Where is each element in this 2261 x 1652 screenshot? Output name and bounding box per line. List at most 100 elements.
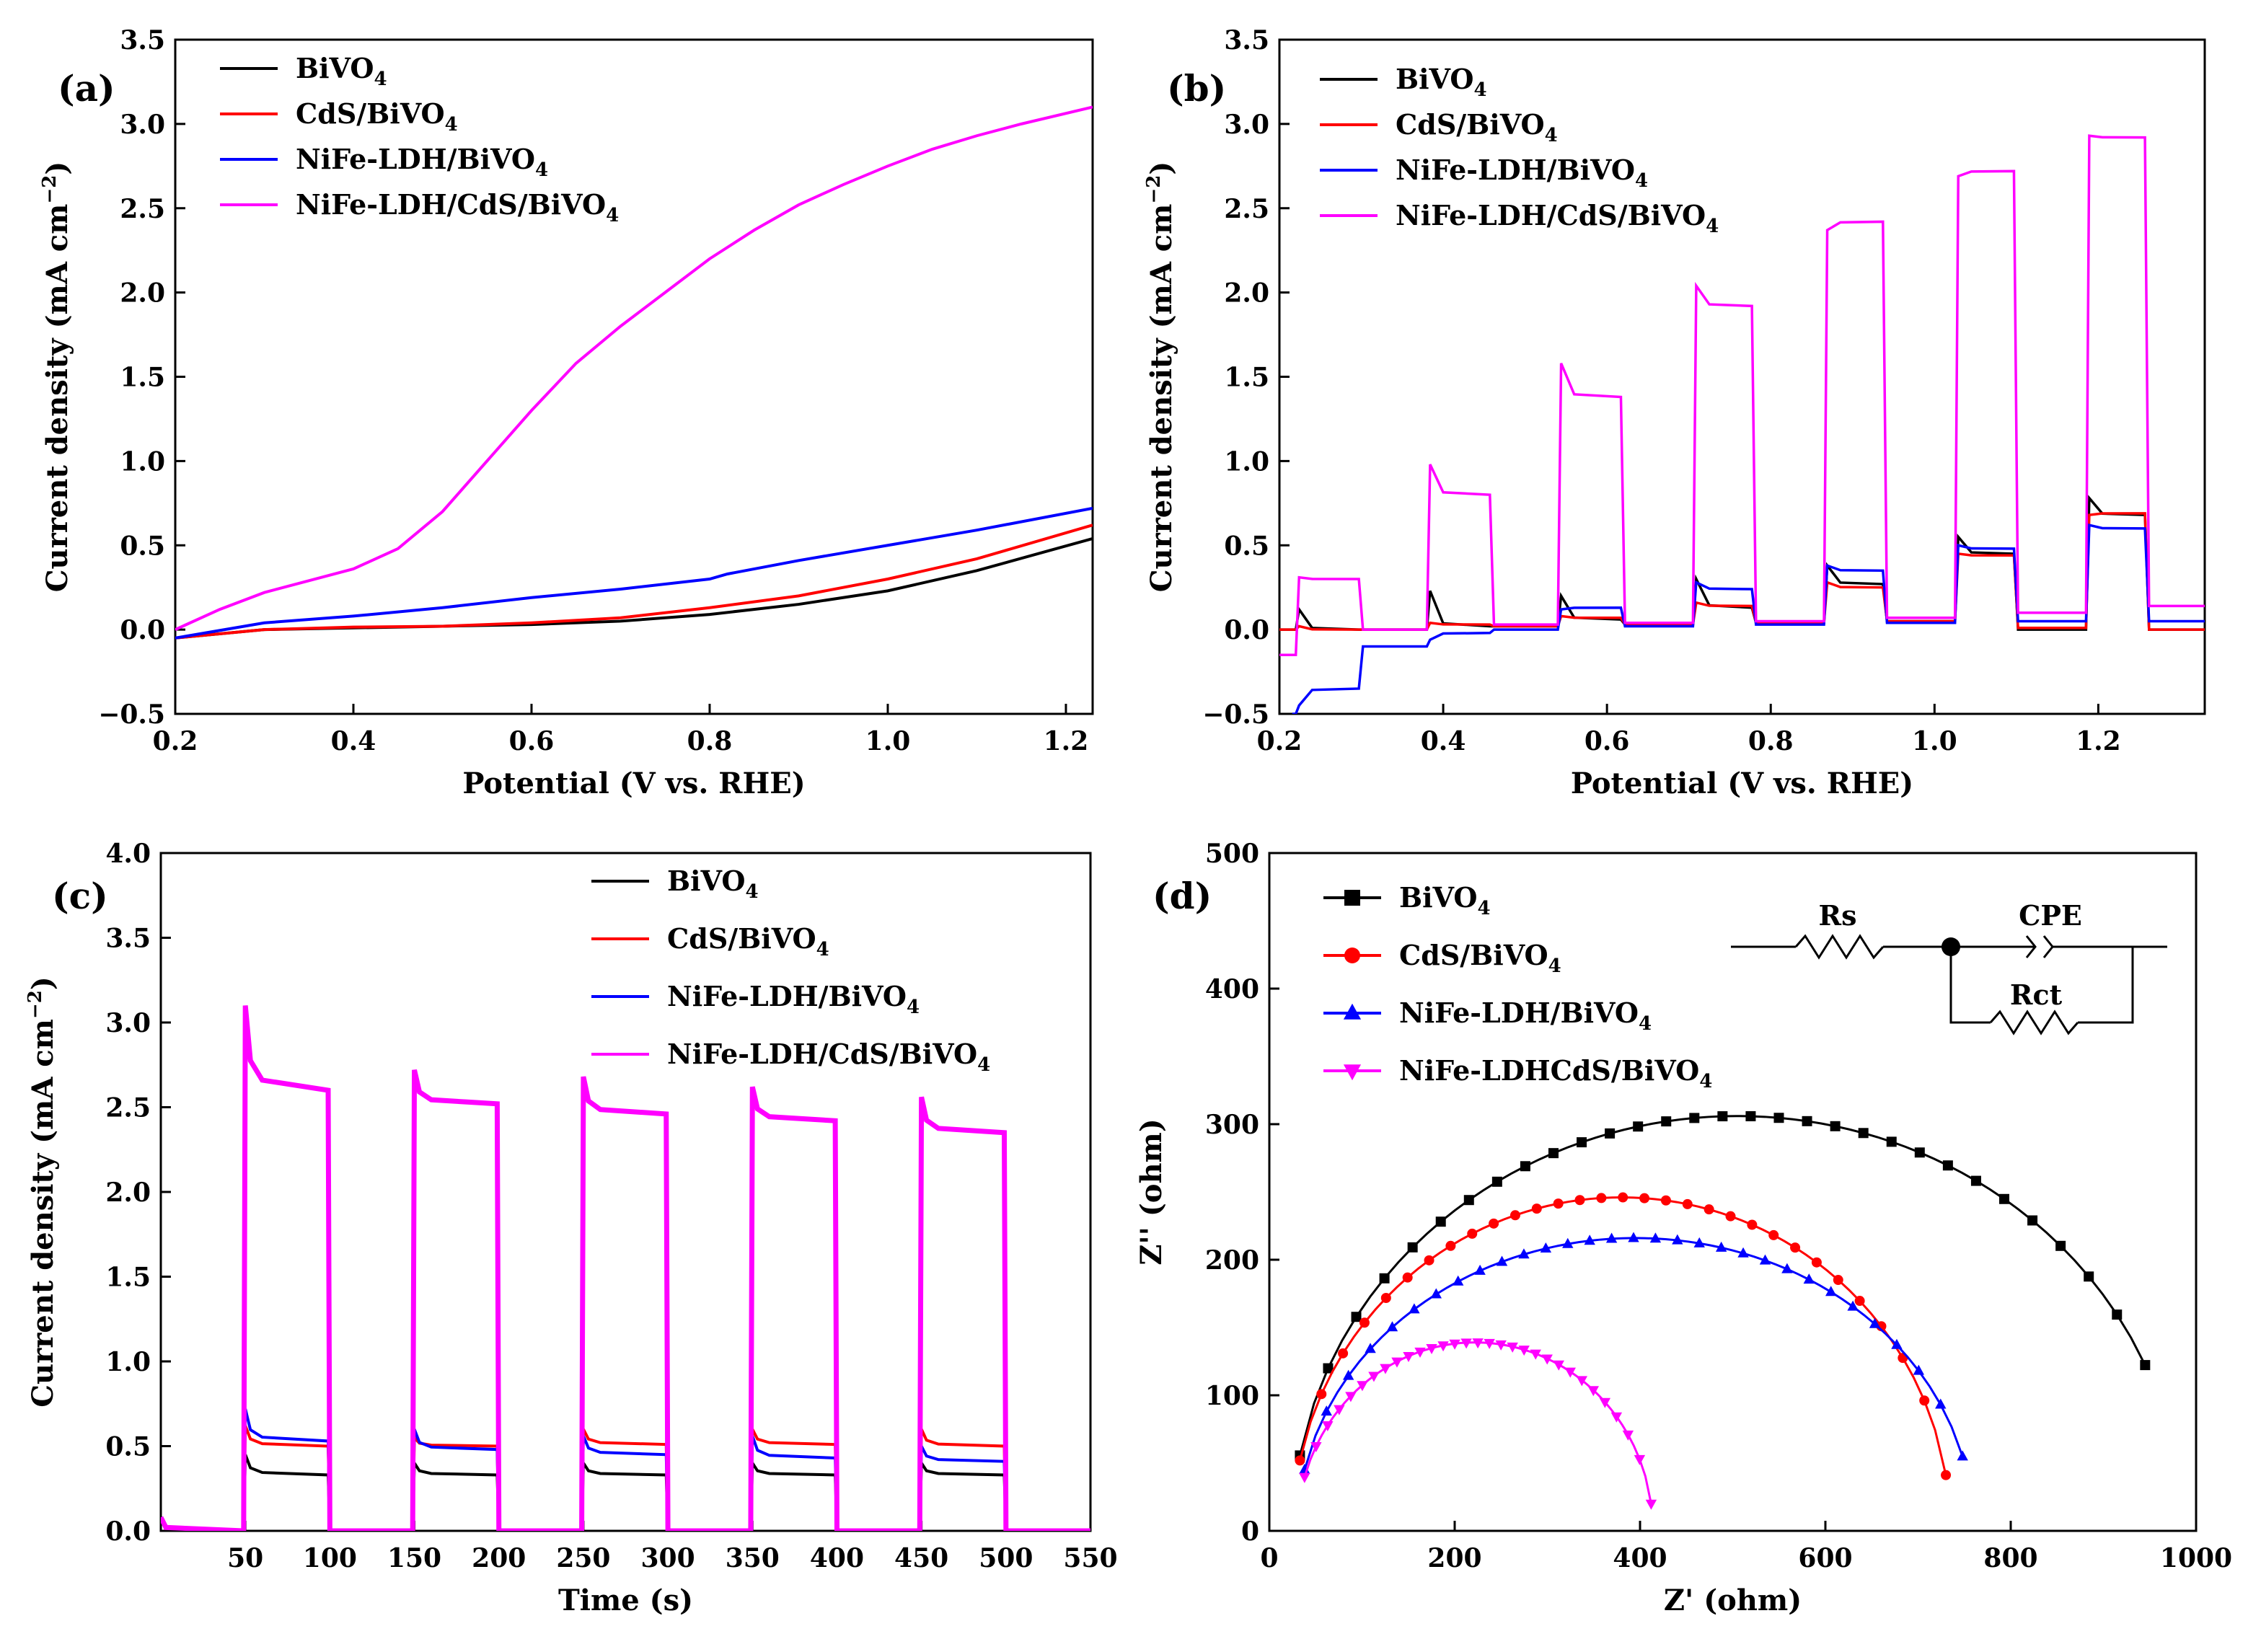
y-tick-label: 3.5 xyxy=(1224,25,1269,56)
panel-d: 0 200 400 600 800 1000 0 100 200 300 400 500 Z' (ohm… xyxy=(1134,839,2232,1617)
x-tick-label: 1000 xyxy=(2160,1543,2232,1573)
data-point xyxy=(1596,1193,1607,1203)
legend-label: BiVO4 xyxy=(1396,63,1487,101)
data-point xyxy=(1407,1242,1418,1253)
panel-b: 0.2 0.4 0.6 0.8 1.0 1.2 −0.5 0.0 0.5 1.0 1.5 2.0 2.5… xyxy=(1143,25,2206,800)
x-tick-label: 0.8 xyxy=(687,726,733,756)
rct-resistor xyxy=(1989,1010,2079,1035)
y-tick-label: 2.5 xyxy=(1224,194,1269,224)
data-point xyxy=(1599,1397,1611,1408)
data-point xyxy=(1365,1343,1376,1353)
data-point xyxy=(1661,1116,1672,1127)
y-tick-label: 3.0 xyxy=(120,110,165,140)
data-point xyxy=(1321,1405,1332,1416)
panel-c: 50 100 150 200 250 300 350 400 450 500 550 0.0 0.5 1.… xyxy=(25,839,1118,1617)
x-tick-label: 600 xyxy=(1798,1543,1852,1573)
data-point xyxy=(1368,1371,1380,1382)
data-point xyxy=(1781,1263,1793,1273)
data-point xyxy=(1343,1003,1362,1020)
y-tick-label: 1.0 xyxy=(1224,446,1269,477)
y-tick-label: 0 xyxy=(1241,1516,1259,1547)
y-tick-label: 4.0 xyxy=(105,839,151,869)
data-point xyxy=(1660,1195,1671,1206)
data-point xyxy=(1379,1273,1390,1284)
data-point xyxy=(1474,1264,1486,1275)
y-tick-label: 300 xyxy=(1205,1110,1259,1140)
data-point xyxy=(1316,1389,1327,1400)
data-point xyxy=(1869,1317,1881,1328)
plot-frame xyxy=(1268,852,2198,1532)
y-tick-label: 0.5 xyxy=(1224,531,1269,561)
data-point xyxy=(1759,1254,1771,1265)
data-point xyxy=(1334,1405,1345,1415)
x-tick-label: 200 xyxy=(472,1543,526,1573)
legend-label: BiVO4 xyxy=(296,52,387,90)
data-point xyxy=(1540,1242,1552,1253)
data-point xyxy=(1689,1113,1700,1123)
data-point xyxy=(1310,1442,1322,1453)
data-point xyxy=(1830,1121,1841,1131)
data-point xyxy=(1520,1161,1530,1172)
data-point xyxy=(1380,1292,1391,1303)
data-point xyxy=(1858,1128,1869,1139)
y-tick-label: 1.5 xyxy=(1224,363,1269,393)
y-tick-label: 2.0 xyxy=(120,278,165,309)
x-tick-label: 400 xyxy=(810,1543,864,1573)
plot-area xyxy=(161,1005,1090,1531)
x-tick-label: 500 xyxy=(979,1543,1033,1573)
cpe-element xyxy=(2042,935,2054,958)
legend-label: NiFe-LDH/BiVO4 xyxy=(1396,154,1648,192)
y-axis-label: Current density (mA cm−2) xyxy=(39,162,74,593)
data-point xyxy=(1891,1338,1903,1349)
data-point xyxy=(1803,1273,1815,1284)
y-tick-label: 0.0 xyxy=(105,1516,151,1547)
data-point xyxy=(1386,1321,1398,1332)
data-point xyxy=(1541,1354,1553,1365)
cpe-element xyxy=(2025,935,2037,958)
rct-label: Rct xyxy=(2010,979,2063,1011)
y-tick-label: 1.0 xyxy=(105,1347,151,1377)
x-tick-label: 0.6 xyxy=(509,726,555,756)
plot-area xyxy=(1279,134,2205,714)
x-tick-label: 400 xyxy=(1613,1543,1667,1573)
x-tick-label: 150 xyxy=(387,1543,441,1573)
series-line xyxy=(161,1454,1090,1531)
series-line xyxy=(175,524,1093,640)
circuit-wire xyxy=(2078,947,2134,1024)
series-line xyxy=(1303,1237,1964,1470)
x-tick-label: 100 xyxy=(303,1543,357,1573)
plot-frame xyxy=(174,38,1094,715)
equivalent-circuit: Rs CPE Rct xyxy=(1731,899,2167,1035)
data-point xyxy=(1639,1193,1650,1203)
data-point xyxy=(1345,1392,1357,1403)
data-point xyxy=(1957,1450,1968,1461)
data-point xyxy=(1672,1234,1683,1245)
series-line xyxy=(175,105,1093,631)
panel-label: (b) xyxy=(1167,67,1226,110)
data-point xyxy=(1460,1338,1472,1349)
data-point xyxy=(1437,1341,1449,1352)
data-point xyxy=(1491,1176,1502,1187)
y-tick-label: −0.5 xyxy=(98,699,165,730)
data-point xyxy=(1605,1128,1616,1139)
data-point xyxy=(1509,1210,1520,1221)
series-line xyxy=(161,1005,1090,1531)
data-point xyxy=(1717,1111,1728,1122)
y-tick-label: 1.5 xyxy=(105,1263,151,1293)
data-point xyxy=(1359,1317,1370,1328)
panel-label: (d) xyxy=(1152,875,1212,917)
x-tick-label: 0.2 xyxy=(153,726,198,756)
plot-area xyxy=(1295,1110,2151,1510)
x-tick-label: 550 xyxy=(1063,1543,1117,1573)
data-point xyxy=(1530,1349,1541,1360)
data-point xyxy=(1628,1232,1639,1242)
y-tick-label: 0.5 xyxy=(105,1432,151,1462)
data-point xyxy=(1344,890,1360,906)
series-line xyxy=(1279,495,2205,631)
data-point xyxy=(2027,1215,2038,1226)
x-tick-label: 0.2 xyxy=(1257,726,1303,756)
data-point xyxy=(1553,1360,1564,1371)
x-axis-label: Potential (V vs. RHE) xyxy=(1571,767,1913,800)
data-point xyxy=(1472,1338,1484,1349)
